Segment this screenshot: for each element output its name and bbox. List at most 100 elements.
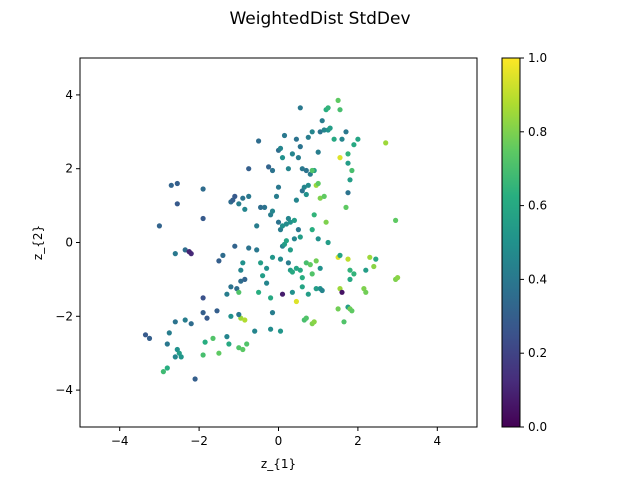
colorbar-tick-label: 1.0 xyxy=(528,51,547,65)
x-tick-label: 0 xyxy=(275,434,283,448)
scatter-point xyxy=(275,219,282,225)
scatter-point xyxy=(264,265,270,271)
scatter-point xyxy=(228,284,234,290)
y-axis: −4 −2 0 2 4 xyxy=(55,88,80,397)
scatter-point xyxy=(228,313,234,319)
colorbar-tick-label: 0.8 xyxy=(528,125,547,139)
scatter-point xyxy=(293,136,299,142)
scatter-point xyxy=(309,167,315,174)
scatter-point xyxy=(210,335,216,341)
scatter-point xyxy=(289,151,295,157)
scatter-point xyxy=(236,311,242,318)
scatter-point xyxy=(285,260,291,266)
scatter-point xyxy=(240,346,246,353)
scatter-point xyxy=(325,239,331,246)
scatter-point xyxy=(323,219,329,225)
scatter-point xyxy=(242,206,248,212)
scatter-point xyxy=(277,328,284,334)
scatter-point xyxy=(321,193,327,199)
scatter-point xyxy=(285,166,291,172)
scatter-point xyxy=(393,217,399,223)
scatter-point xyxy=(297,267,303,273)
scatter-point xyxy=(269,254,276,260)
scatter-point xyxy=(349,167,355,174)
scatter-point xyxy=(186,249,192,255)
scatter-point xyxy=(246,193,252,199)
scatter-point xyxy=(156,223,162,229)
scatter-point xyxy=(174,180,180,187)
scatter-point xyxy=(279,291,286,297)
scatter-point xyxy=(343,129,349,135)
scatter-point xyxy=(341,319,347,325)
scatter-point xyxy=(168,182,174,188)
colorbar-tick-label: 0.6 xyxy=(528,199,547,213)
scatter-point xyxy=(303,260,309,266)
scatter-point xyxy=(347,177,353,183)
scatter-point xyxy=(287,247,293,253)
scatter-point xyxy=(319,287,325,294)
x-tick-label: −4 xyxy=(111,434,129,448)
scatter-point xyxy=(303,315,309,321)
colorbar-tick-label: 0.2 xyxy=(528,346,547,360)
scatter-point xyxy=(266,164,272,170)
scatter-point xyxy=(254,247,260,253)
scatter-point xyxy=(242,276,248,282)
scatter-point xyxy=(339,136,345,142)
scatter-point xyxy=(224,334,230,340)
scatter-point xyxy=(345,190,351,196)
scatter-point xyxy=(240,195,246,201)
scatter-point xyxy=(166,330,172,336)
scatter-point xyxy=(351,271,357,277)
scatter-point xyxy=(240,260,246,266)
scatter-point xyxy=(363,289,369,295)
scatter-point xyxy=(244,341,250,347)
scatter-point xyxy=(355,136,361,142)
scatter-point xyxy=(216,350,222,356)
scatter-point xyxy=(281,132,288,139)
scatter-point xyxy=(311,319,317,325)
colorbar-axis: 0.0 0.2 0.4 0.6 0.8 1.0 xyxy=(520,51,547,434)
scatter-points xyxy=(142,97,401,382)
scatter-point xyxy=(295,155,301,161)
scatter-point xyxy=(268,326,274,332)
y-tick-label: −2 xyxy=(55,309,73,323)
scatter-point xyxy=(319,118,325,124)
scatter-point xyxy=(258,260,264,266)
scatter-point xyxy=(238,267,244,273)
scatter-point xyxy=(367,254,373,260)
x-tick-label: 2 xyxy=(354,434,362,448)
scatter-point xyxy=(269,310,276,316)
scatter-point xyxy=(204,315,210,321)
scatter-point xyxy=(315,236,321,242)
scatter-point xyxy=(293,265,299,271)
scatter-point xyxy=(349,308,355,314)
scatter-point xyxy=(309,271,315,277)
scatter-point xyxy=(345,151,351,157)
scatter-point xyxy=(373,256,379,262)
scatter-point xyxy=(371,263,377,270)
scatter-point xyxy=(172,319,178,325)
scatter-point xyxy=(256,138,262,144)
scatter-point xyxy=(142,332,149,338)
scatter-point xyxy=(279,223,286,229)
scatter-point xyxy=(299,284,305,290)
scatter-point xyxy=(303,167,309,174)
scatter-point xyxy=(309,129,315,135)
scatter-point xyxy=(164,365,170,371)
scatter-point xyxy=(182,317,188,323)
colorbar xyxy=(501,57,521,428)
x-tick-label: −2 xyxy=(190,434,208,448)
scatter-point xyxy=(200,310,206,316)
x-tick-label: 4 xyxy=(433,434,441,448)
scatter-point xyxy=(363,267,369,273)
scatter-point xyxy=(305,291,311,297)
scatter-point xyxy=(321,127,327,133)
y-tick-label: 0 xyxy=(65,236,73,250)
scatter-point xyxy=(256,289,262,295)
scatter-point xyxy=(172,354,178,360)
x-axis: −4 −2 0 2 4 xyxy=(111,427,441,448)
scatter-point xyxy=(283,238,289,244)
scatter-point xyxy=(315,180,321,187)
scatter-point xyxy=(337,107,343,113)
scatter-point xyxy=(291,236,297,242)
